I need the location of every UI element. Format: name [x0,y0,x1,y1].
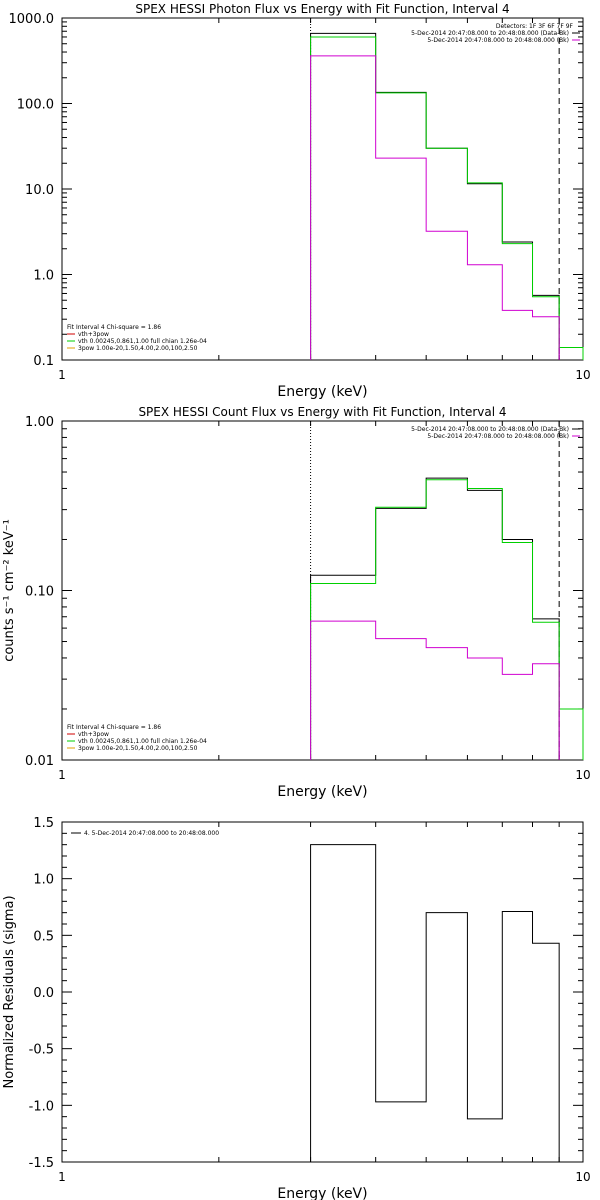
series-3-histogram [310,55,560,360]
y-tick-label: 0.1 [33,354,54,369]
legend-entry: 4. 5-Dec-2014 20:47:08.000 to 20:48:08.0… [84,830,219,837]
x-axis-label: Energy (keV) [277,784,367,800]
series-1-histogram [310,477,560,760]
y-axis-label: Normalized Residuals (sigma) [2,895,17,1088]
y-tick-label: 1.0 [33,269,54,284]
series-2-histogram [310,479,584,760]
legend-entry: 5-Dec-2014 20:47:08.000 to 20:48:08.000 … [411,426,569,433]
x-tick-label: 10 [575,368,590,382]
y-tick-label: 1.0 [33,873,54,888]
series-1-histogram [310,844,560,1162]
legend-entry: vth+3pow [78,331,109,338]
plot-frame [61,420,584,761]
legend-bottom-left: Fit Interval 4 Chi-square = 1.86vth+3pow… [67,324,207,352]
x-tick-label: 1 [58,768,66,782]
legend-entry: 3pow 1.00e-20,1.50,4.00,2.00,100,2.50 [78,745,198,752]
y-tick-label: 10.0 [25,183,54,198]
plot-frame [61,17,584,361]
y-tick-label: 0.5 [33,929,54,944]
legend-entry: vth 0.00245,0.861,1.00 full chian 1.26e-… [78,738,207,745]
y-tick-label: 0.10 [25,585,54,600]
x-tick-label: 10 [575,1170,590,1184]
legend-header: Fit Interval 4 Chi-square = 1.86 [67,724,161,731]
y-tick-label: 0.0 [33,986,54,1001]
legend-top-left: 4. 5-Dec-2014 20:47:08.000 to 20:48:08.0… [71,830,219,837]
legend-entry: 5-Dec-2014 20:47:08.000 to 20:48:08.000 … [427,37,569,44]
legend-bottom-left: Fit Interval 4 Chi-square = 1.86vth+3pow… [67,724,207,752]
legend-top-right: Detectors: 1F 3F 6F 7F 9F5-Dec-2014 20:4… [411,23,580,44]
y-axis-label: counts s⁻¹ cm⁻² keV⁻¹ [2,519,17,662]
legend-entry: vth+3pow [78,731,109,738]
series-1-histogram [310,32,560,360]
plot-frame [61,821,584,1163]
x-axis-label: Energy (keV) [277,384,367,400]
legend-header: Detectors: 1F 3F 6F 7F 9F [496,23,574,30]
legend-header: Fit Interval 4 Chi-square = 1.86 [67,324,161,331]
y-tick-label: -0.5 [29,1043,54,1058]
series-2-histogram [310,36,584,360]
chart-panel-3: 1 10 -1.5 -1.0 -0.5 0.0 0.5 1.0 1.5 Energy (keV) N… [2,816,591,1200]
y-tick-label: 1.5 [33,816,54,831]
y-tick-label: 0.01 [25,754,54,769]
y-tick-label: -1.5 [29,1156,54,1171]
legend-entry: 3pow 1.00e-20,1.50,4.00,2.00,100,2.50 [78,345,198,352]
y-tick-label: -1.0 [29,1099,54,1114]
x-axis-label: Energy (keV) [277,1186,367,1200]
chart-title: SPEX HESSI Count Flux vs Energy with Fit… [138,405,506,419]
chart-panel-1: SPEX HESSI Photon Flux vs Energy with Fi… [9,2,591,400]
x-tick-label: 10 [575,768,590,782]
series-3-histogram [310,620,560,760]
y-tick-label: 1.00 [25,415,54,430]
x-tick-label: 1 [58,368,66,382]
legend-entry: 5-Dec-2014 20:47:08.000 to 20:48:08.000 … [411,30,569,37]
y-tick-label: 100.0 [17,98,54,113]
chart-panel-2: SPEX HESSI Count Flux vs Energy with Fit… [2,405,591,800]
y-tick-label: 1000.0 [9,12,55,27]
x-tick-label: 1 [58,1170,66,1184]
legend-entry: 5-Dec-2014 20:47:08.000 to 20:48:08.000 … [427,433,569,440]
chart-title: SPEX HESSI Photon Flux vs Energy with Fi… [135,2,509,16]
legend-top-right: 5-Dec-2014 20:47:08.000 to 20:48:08.000 … [411,426,580,440]
legend-entry: vth 0.00245,0.861,1.00 full chian 1.26e-… [78,338,207,345]
